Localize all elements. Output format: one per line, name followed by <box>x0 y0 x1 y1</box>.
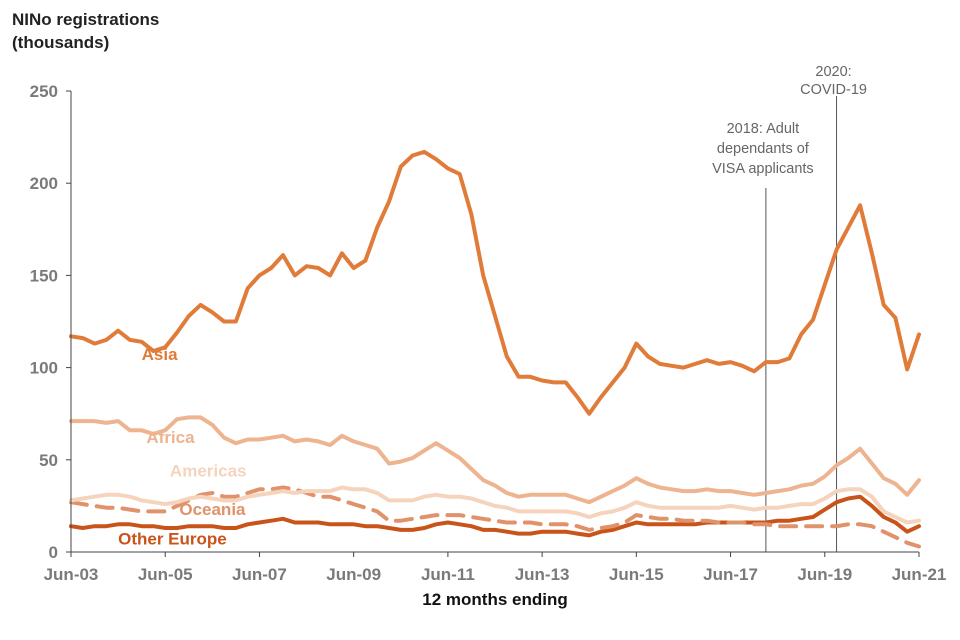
x-tick-label: Jun-07 <box>232 565 287 584</box>
annotations: 2018: Adult dependants of VISA applicants 2… <box>712 64 867 552</box>
x-tick-label: Jun-19 <box>797 565 852 584</box>
series-label-americas: Americas <box>170 461 247 480</box>
x-tick-label: Jun-15 <box>609 565 664 584</box>
y-axis-title: NINo registrations (thousands) <box>12 8 159 54</box>
y-axis-title-line-1: NINo registrations <box>12 10 160 29</box>
annotation-text: COVID-19 <box>800 82 867 98</box>
x-tick-label: Jun-09 <box>326 565 381 584</box>
series-label-other-europe: Other Europe <box>118 530 227 549</box>
annotation-text: dependants of <box>717 141 810 157</box>
y-tick-label: 200 <box>30 174 58 193</box>
series-labels: Asia Africa Americas Oceania Other Europe <box>118 345 246 548</box>
axes: 0 50 100 150 200 250 Jun-03 Jun-05 Jun-07 Jun-09 J… <box>30 82 947 584</box>
series-line-americas <box>69 485 921 525</box>
series-label-oceania: Oceania <box>179 500 246 519</box>
y-tick-label: 250 <box>30 82 58 101</box>
annotation-text: 2018: Adult <box>727 121 800 137</box>
x-tick-label: Jun-13 <box>515 565 570 584</box>
annotation-text: 2020: <box>815 64 851 80</box>
series-label-africa: Africa <box>146 428 195 447</box>
series-line-africa <box>69 415 921 505</box>
series-line-asia <box>69 149 921 416</box>
x-tick-label: Jun-05 <box>138 565 193 584</box>
series-label-asia: Asia <box>142 345 178 364</box>
series-line-other-europe <box>69 494 921 538</box>
x-tick-label: Jun-11 <box>421 565 475 584</box>
annotation-text: VISA applicants <box>712 161 814 177</box>
y-tick-label: 0 <box>49 543 58 562</box>
x-tick-label: Jun-17 <box>703 565 758 584</box>
y-axis-title-line-2: (thousands) <box>12 33 110 52</box>
x-axis-title: 12 months ending <box>422 590 568 609</box>
series-lines <box>69 149 921 549</box>
y-tick-label: 50 <box>39 451 58 470</box>
x-tick-label: Jun-21 <box>892 565 947 584</box>
y-tick-label: 100 <box>30 359 58 378</box>
y-tick-label: 150 <box>30 266 58 285</box>
series-line-oceania <box>69 485 921 549</box>
x-tick-label: Jun-03 <box>44 565 99 584</box>
